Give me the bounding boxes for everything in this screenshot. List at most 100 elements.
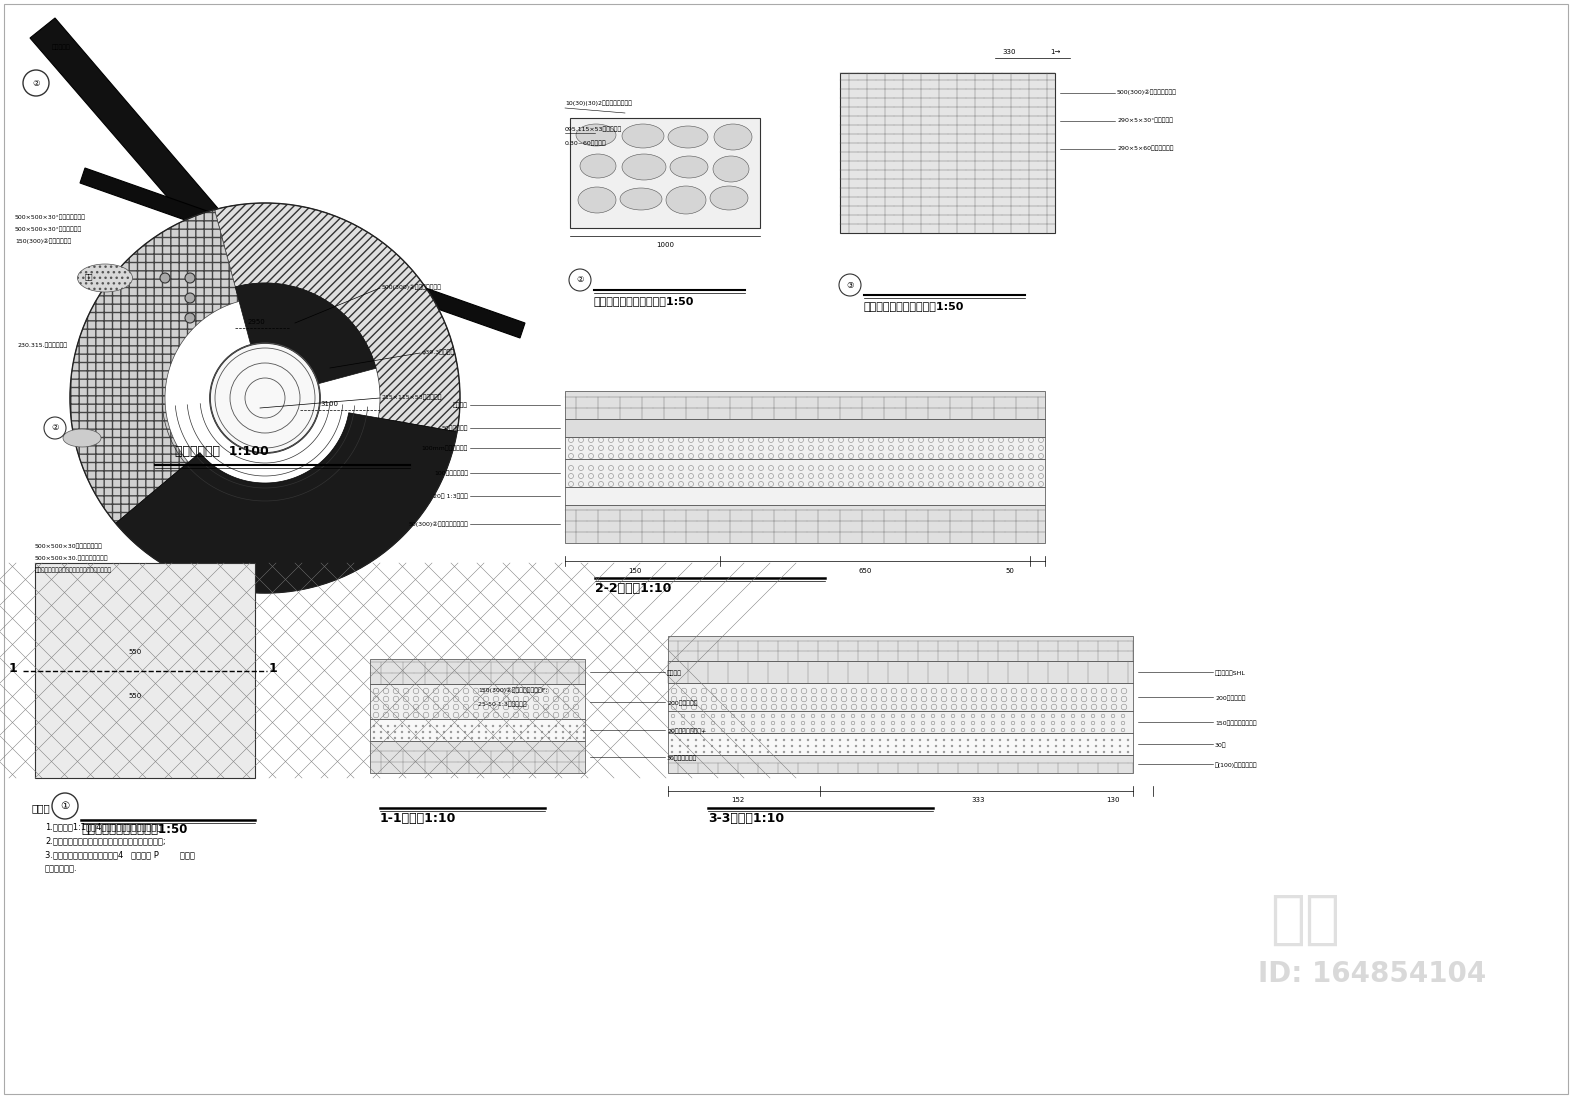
Circle shape	[695, 739, 698, 741]
Circle shape	[520, 725, 522, 727]
Circle shape	[822, 744, 825, 748]
Circle shape	[1039, 739, 1041, 741]
Circle shape	[421, 731, 424, 733]
Circle shape	[211, 343, 321, 453]
Circle shape	[1094, 751, 1097, 753]
Circle shape	[902, 739, 905, 741]
Circle shape	[910, 744, 913, 748]
Circle shape	[1031, 751, 1033, 753]
Text: 1: 1	[8, 662, 17, 675]
Bar	[564, 505, 1045, 544]
Circle shape	[767, 739, 769, 741]
Circle shape	[734, 744, 737, 748]
Circle shape	[401, 731, 402, 733]
Circle shape	[407, 725, 410, 727]
Circle shape	[464, 725, 467, 727]
Circle shape	[744, 751, 745, 753]
Text: 2.设计中清沙场铺石乃米花图门的铺场以及关系做法;: 2.设计中清沙场铺石乃米花图门的铺场以及关系做法;	[46, 836, 165, 845]
Ellipse shape	[670, 156, 707, 178]
Circle shape	[520, 731, 522, 733]
Circle shape	[839, 744, 841, 748]
Circle shape	[847, 744, 849, 748]
Circle shape	[527, 731, 530, 733]
Circle shape	[443, 737, 445, 739]
Circle shape	[534, 737, 536, 739]
Circle shape	[457, 731, 459, 733]
Text: 500×500×30°印花岗石铺装: 500×500×30°印花岗石铺装	[16, 226, 82, 232]
Circle shape	[703, 744, 706, 748]
Text: 健身广场铺装详图（三）1:50: 健身广场铺装详图（三）1:50	[865, 301, 964, 311]
Bar	[369, 684, 585, 719]
Circle shape	[943, 739, 945, 741]
Polygon shape	[236, 283, 376, 397]
Circle shape	[711, 739, 714, 741]
Circle shape	[44, 417, 66, 439]
Circle shape	[569, 731, 571, 733]
Bar	[571, 117, 759, 228]
Circle shape	[1127, 751, 1129, 753]
Circle shape	[959, 739, 960, 741]
Circle shape	[1071, 739, 1074, 741]
Circle shape	[541, 725, 544, 727]
Circle shape	[982, 751, 986, 753]
Circle shape	[1104, 744, 1105, 748]
Circle shape	[935, 744, 937, 748]
Circle shape	[902, 744, 905, 748]
Text: ①: ①	[60, 802, 69, 811]
Bar	[564, 488, 1045, 505]
Circle shape	[484, 737, 487, 739]
Circle shape	[470, 725, 473, 727]
Circle shape	[671, 744, 673, 748]
Circle shape	[1078, 744, 1082, 748]
Text: 333: 333	[971, 797, 984, 803]
Circle shape	[679, 739, 681, 741]
Text: 1.设计一处1:1坡腿4个使首尾连弧斜坡连接做法;: 1.设计一处1:1坡腿4个使首尾连弧斜坡连接做法;	[46, 822, 163, 831]
Circle shape	[1031, 744, 1033, 748]
Circle shape	[887, 739, 890, 741]
Circle shape	[806, 751, 810, 753]
Text: 130: 130	[1107, 797, 1119, 803]
Circle shape	[421, 737, 424, 739]
Text: 泰松石清洁: 泰松石清洁	[52, 44, 71, 51]
Circle shape	[555, 737, 556, 739]
Text: 50: 50	[1006, 568, 1014, 574]
Ellipse shape	[623, 154, 667, 180]
Circle shape	[160, 273, 170, 283]
Circle shape	[990, 751, 994, 753]
Circle shape	[1078, 751, 1082, 753]
Circle shape	[879, 751, 882, 753]
Circle shape	[506, 731, 508, 733]
Circle shape	[775, 751, 777, 753]
Text: 500×500×30.入坯色铺件模板砖: 500×500×30.入坯色铺件模板砖	[35, 556, 108, 561]
Circle shape	[1119, 739, 1121, 741]
Circle shape	[1071, 751, 1074, 753]
Circle shape	[791, 744, 794, 748]
Circle shape	[910, 751, 913, 753]
Circle shape	[1055, 744, 1058, 748]
Text: 0.30~60深基垫层: 0.30~60深基垫层	[564, 141, 607, 146]
Circle shape	[24, 70, 49, 96]
Circle shape	[879, 744, 882, 748]
Ellipse shape	[667, 186, 706, 214]
Circle shape	[583, 731, 585, 733]
Text: 100mm橡胶砖石垫层: 100mm橡胶砖石垫层	[421, 446, 468, 451]
Circle shape	[506, 725, 508, 727]
Circle shape	[847, 739, 849, 741]
Circle shape	[894, 739, 898, 741]
Circle shape	[799, 744, 802, 748]
Circle shape	[927, 744, 929, 748]
Circle shape	[484, 731, 487, 733]
Circle shape	[380, 725, 382, 727]
Circle shape	[478, 731, 479, 733]
Circle shape	[975, 744, 978, 748]
Text: 500(300)②梅花花岗石铺贴: 500(300)②梅花花岗石铺贴	[382, 284, 442, 290]
Circle shape	[718, 744, 722, 748]
Circle shape	[783, 739, 784, 741]
Circle shape	[759, 739, 761, 741]
Circle shape	[1119, 751, 1121, 753]
Circle shape	[415, 737, 417, 739]
Text: 550: 550	[129, 693, 141, 698]
Circle shape	[575, 737, 578, 739]
Circle shape	[711, 744, 714, 748]
Circle shape	[555, 725, 556, 727]
